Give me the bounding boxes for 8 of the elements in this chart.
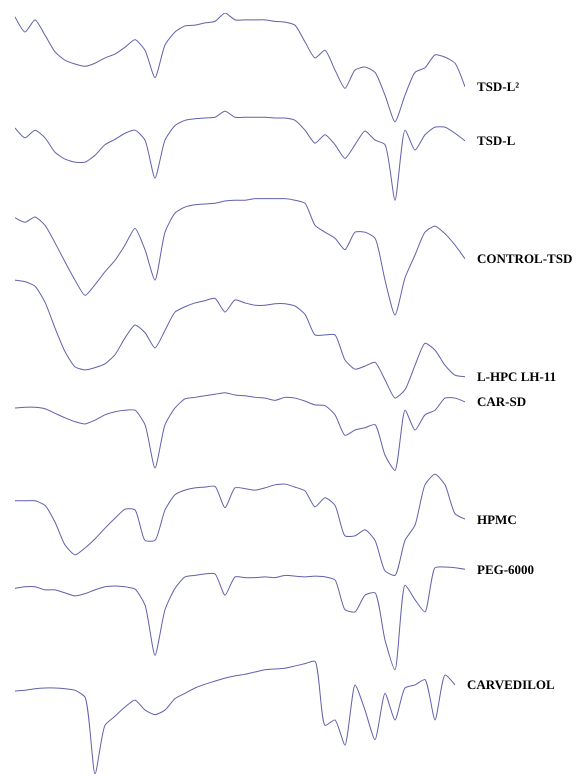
- series-label: TSD-L: [477, 133, 516, 148]
- series-label: CAR-SD: [477, 394, 526, 409]
- series-label: TSD-L²: [477, 79, 520, 94]
- series-label: PEG-6000: [477, 562, 534, 577]
- series-label: HPMC: [477, 512, 517, 527]
- series-label: CONTROL-TSD: [477, 251, 572, 266]
- series-label: L-HPC LH-11: [477, 369, 556, 384]
- series-label: CARVEDILOL: [467, 677, 555, 692]
